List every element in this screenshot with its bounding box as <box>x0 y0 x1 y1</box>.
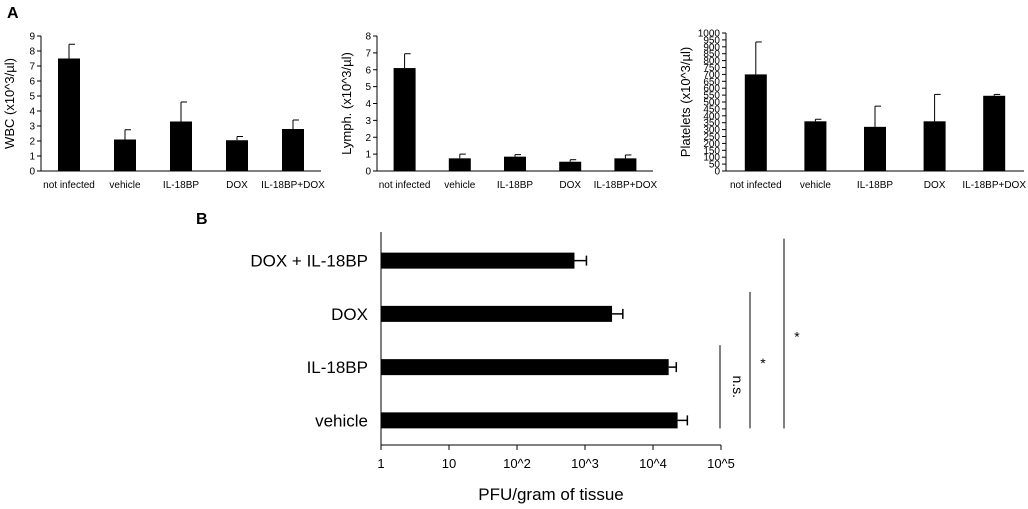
platelets-category-label: DOX <box>924 180 946 191</box>
pfu-xtick-label: 10^2 <box>503 456 531 471</box>
wbc-ytick-label: 0 <box>29 167 35 178</box>
pfu-xtick-label: 10 <box>442 456 456 471</box>
platelets-ytick-label: 900 <box>703 42 720 53</box>
lymph-bar <box>393 68 416 171</box>
platelets-category-label: vehicle <box>800 180 832 191</box>
platelets-ytick-label: 500 <box>703 98 720 109</box>
platelets-ytick-label: 400 <box>703 111 720 122</box>
platelets-ytick-label: 850 <box>703 49 720 60</box>
pfu-chart: 1 10 10^2 10^3 10^4 10^5 DOX + IL-18BP DOX IL-18… <box>250 232 800 504</box>
lymph-ytick-label: 1 <box>365 150 371 161</box>
wbc-bar <box>282 129 304 171</box>
wbc-bar <box>58 58 80 171</box>
pfu-category-label: IL-18BP <box>307 358 368 377</box>
platelets-ytick-label: 100 <box>703 153 720 164</box>
lymph-category-label: DOX <box>559 180 581 191</box>
platelets-ytick-label: 350 <box>703 118 720 129</box>
lymph-chart: 0 1 2 3 4 5 6 7 8 not infected vehicle IL-18BP DOX IL… <box>339 32 658 192</box>
wbc-ytick-label: 1 <box>29 152 35 163</box>
platelets-bar <box>864 126 886 171</box>
lymph-bar <box>448 158 471 171</box>
lymph-ytick-label: 4 <box>365 99 371 110</box>
lymph-ytick-label: 6 <box>365 65 371 76</box>
wbc-chart: 0 1 2 3 4 5 6 7 8 9 not infected vehicle IL-18BP DOX I… <box>2 32 325 192</box>
platelets-bar <box>744 74 767 171</box>
platelets-category-label: not infected <box>730 180 782 191</box>
platelets-ytick-label: 0 <box>714 167 720 178</box>
platelets-ytick-label: 800 <box>703 56 720 67</box>
wbc-ytick-label: 4 <box>29 107 35 118</box>
wbc-ytick-label: 7 <box>29 62 35 73</box>
pfu-bar <box>381 252 575 269</box>
pfu-category-label: DOX + IL-18BP <box>250 252 368 271</box>
lymph-ytick-label: 0 <box>365 167 371 178</box>
wbc-ytick-label: 9 <box>29 32 35 43</box>
pfu-xtick-label: 10^5 <box>707 456 735 471</box>
wbc-category-label: vehicle <box>109 180 141 191</box>
platelets-bar <box>804 121 827 171</box>
wbc-y-label: WBC (x10^3/µl) <box>2 58 17 149</box>
platelets-ytick-label: 200 <box>703 139 720 150</box>
pfu-category-label: DOX <box>331 305 368 324</box>
platelets-category-label: IL-18BP <box>857 180 893 191</box>
lymph-category-label: vehicle <box>444 180 476 191</box>
lymph-bar <box>614 158 637 171</box>
platelets-bar <box>923 121 946 171</box>
lymph-ytick-label: 7 <box>365 48 371 59</box>
platelets-ytick-label: 450 <box>703 104 720 115</box>
platelets-ytick-label: 300 <box>703 125 720 136</box>
lymph-bar <box>559 161 582 171</box>
pfu-x-label: PFU/gram of tissue <box>478 485 624 504</box>
wbc-category-label: IL-18BP <box>163 180 199 191</box>
pfu-category-label: vehicle <box>315 411 368 430</box>
platelets-y-label: Platelets (x10^3/µl) <box>678 47 693 157</box>
lymph-bar <box>504 156 526 171</box>
wbc-bar <box>226 140 248 171</box>
wbc-ytick-label: 5 <box>29 92 35 103</box>
wbc-ytick-label: 6 <box>29 77 35 88</box>
pfu-significance-label: * <box>794 329 800 345</box>
platelets-ytick-label: 50 <box>709 160 721 171</box>
platelets-category-label: IL-18BP+DOX <box>962 180 1026 191</box>
wbc-category-label: not infected <box>43 180 95 191</box>
wbc-bar <box>114 139 136 171</box>
lymph-ytick-label: 2 <box>365 133 371 144</box>
pfu-significance-label: * <box>760 355 766 371</box>
pfu-xtick-label: 1 <box>377 456 384 471</box>
platelets-ytick-label: 700 <box>703 70 720 81</box>
lymph-ytick-label: 5 <box>365 82 371 93</box>
wbc-ytick-label: 2 <box>29 137 35 148</box>
lymph-category-label: IL-18BP <box>497 180 533 191</box>
wbc-ytick-label: 3 <box>29 122 35 133</box>
pfu-significance-label: n.s. <box>730 375 746 398</box>
platelets-chart: 0501001502002503003504004505005506006507… <box>678 29 1026 192</box>
wbc-category-label: IL-18BP+DOX <box>261 180 325 191</box>
panel-label-b: B <box>196 211 208 228</box>
platelets-ytick-label: 600 <box>703 84 720 95</box>
platelets-ytick-label: 250 <box>703 132 720 143</box>
platelets-ytick-label: 150 <box>703 146 720 157</box>
lymph-ytick-label: 3 <box>365 116 371 127</box>
pfu-xtick-label: 10^3 <box>571 456 599 471</box>
lymph-ytick-label: 8 <box>365 32 371 43</box>
platelets-ytick-label: 950 <box>703 35 720 46</box>
pfu-bar <box>381 359 669 376</box>
wbc-bar <box>170 121 192 171</box>
pfu-bar <box>381 412 678 429</box>
lymph-category-label: not infected <box>379 180 431 191</box>
panel-label-a: A <box>7 5 19 22</box>
wbc-ytick-label: 8 <box>29 47 35 58</box>
pfu-xtick-label: 10^4 <box>639 456 667 471</box>
lymph-category-label: IL-18BP+DOX <box>594 180 658 191</box>
platelets-ytick-label: 650 <box>703 77 720 88</box>
platelets-bar <box>983 95 1006 171</box>
platelets-ytick-label: 1000 <box>698 29 721 40</box>
wbc-category-label: DOX <box>226 180 248 191</box>
platelets-ytick-label: 550 <box>703 91 720 102</box>
platelets-ytick-label: 750 <box>703 63 720 74</box>
pfu-bar <box>381 305 613 322</box>
lymph-y-label: Lymph. (x10^3/µl) <box>339 52 354 155</box>
